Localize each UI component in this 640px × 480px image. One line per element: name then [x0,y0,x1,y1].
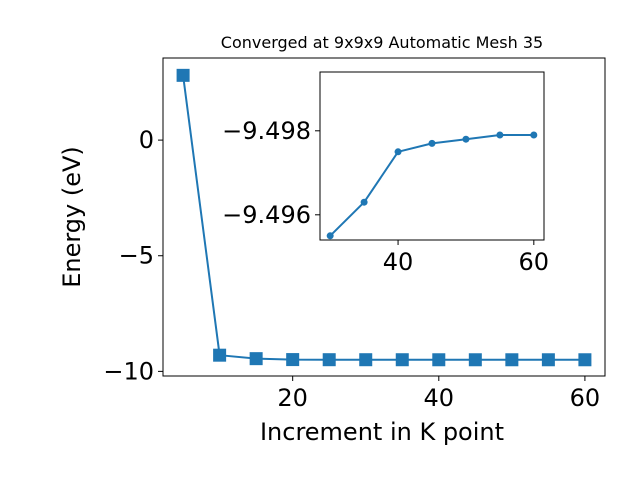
main-y-tick-label: −5 [119,242,154,270]
main-data-point [359,353,373,367]
inset-data-point [496,131,504,139]
main-x-tick-label: 20 [277,384,308,412]
main-data-point [249,352,263,366]
main-data-point [432,353,446,367]
main-y-tick-label: 0 [139,126,154,154]
main-plot-frame [162,57,606,377]
main-data-point [395,353,409,367]
inset-y-tick-label: −9.496 [222,201,311,229]
inset-data-point [326,232,334,240]
main-axis-ticks: 20 40 60 0 −5 −10 [103,126,600,412]
main-x-tick-label: 60 [570,384,601,412]
inset-data-point [394,148,402,156]
inset-x-tick-label: 60 [519,248,550,276]
main-data-point [213,348,227,362]
inset-y-tick-label: −9.498 [222,117,311,145]
main-data-point [505,353,519,367]
inset-data-point [462,135,470,143]
main-data-point [541,353,555,367]
main-data-point [578,353,592,367]
inset-plot-background [320,72,544,240]
main-data-point [322,353,336,367]
main-data-point [286,353,300,367]
inset-data-point [530,131,538,139]
inset-series [326,131,538,240]
main-data-point [468,353,482,367]
main-series [176,68,592,367]
inset-data-point [360,198,368,206]
inset-data-point [428,139,436,147]
inset-x-tick-label: 40 [383,248,414,276]
inset-axis-ticks: 40 60 −9.498 −9.496 [222,117,549,276]
main-x-tick-label: 40 [424,384,455,412]
main-y-tick-label: −10 [103,357,154,385]
x-axis-label: Increment in K point [260,418,504,446]
inset-plot-frame [319,71,545,241]
main-data-point [176,68,190,82]
y-axis-label: Energy (eV) [58,146,86,288]
chart-title: Converged at 9x9x9 Automatic Mesh 35 [221,33,543,52]
